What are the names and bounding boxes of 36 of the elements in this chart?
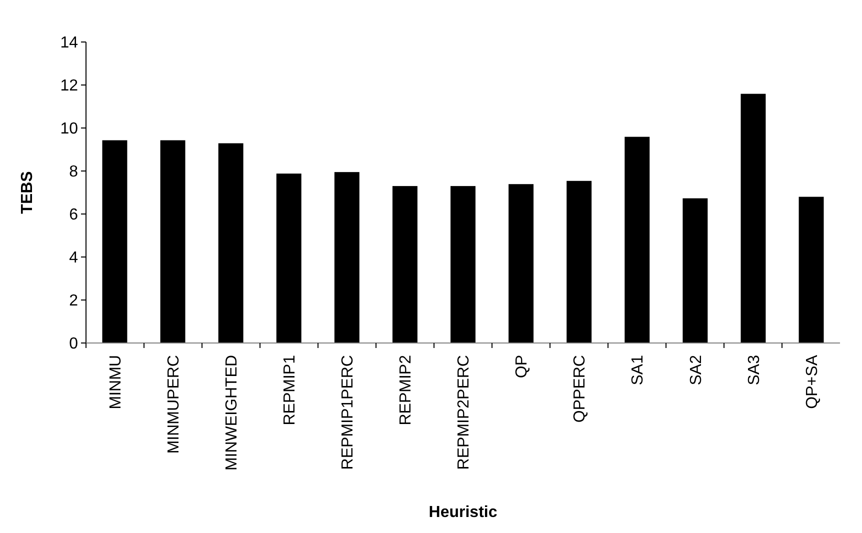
x-tick-label: SA1: [630, 354, 647, 386]
bar: [798, 196, 824, 343]
x-tick-label: QP+SA: [804, 354, 821, 409]
y-tick-label: 2: [69, 292, 78, 310]
y-tick-label: 10: [60, 120, 78, 138]
bar: [682, 198, 708, 343]
bar: [102, 140, 128, 343]
bar: [334, 172, 360, 343]
y-tick-label: 8: [69, 164, 78, 181]
bar: [392, 186, 418, 343]
x-tick-label: REPMIP1PERC: [340, 355, 357, 470]
y-axis-title: TEBS: [19, 170, 36, 214]
x-tick-label: SA2: [688, 354, 705, 386]
bar: [276, 174, 302, 343]
x-tick-label: MINMUPERC: [165, 355, 182, 454]
x-tick-label: QP: [514, 355, 531, 378]
y-tick-label: 12: [60, 78, 78, 95]
x-axis-title: Heuristic: [428, 504, 498, 521]
x-tick-label: QPPERC: [572, 355, 589, 423]
bar: [218, 143, 244, 343]
x-tick-label: REPMIP2PERC: [456, 355, 473, 470]
y-tick-label: 6: [69, 206, 78, 224]
y-tick-label: 14: [60, 34, 78, 52]
bar: [740, 94, 766, 343]
y-tick-label: 4: [69, 250, 78, 267]
bar: [450, 186, 476, 343]
bar: [566, 180, 592, 343]
x-tick-label: MINMU: [107, 355, 124, 410]
x-tick-label: REPMIP1: [281, 354, 298, 426]
bar: [160, 140, 186, 343]
bar: [508, 184, 534, 343]
x-tick-label: MINWEIGHTED: [223, 355, 240, 471]
bar: [624, 136, 650, 343]
x-tick-label: REPMIP2: [398, 354, 415, 426]
y-tick-label: 0: [69, 336, 78, 353]
x-tick-label: SA3: [746, 354, 763, 386]
